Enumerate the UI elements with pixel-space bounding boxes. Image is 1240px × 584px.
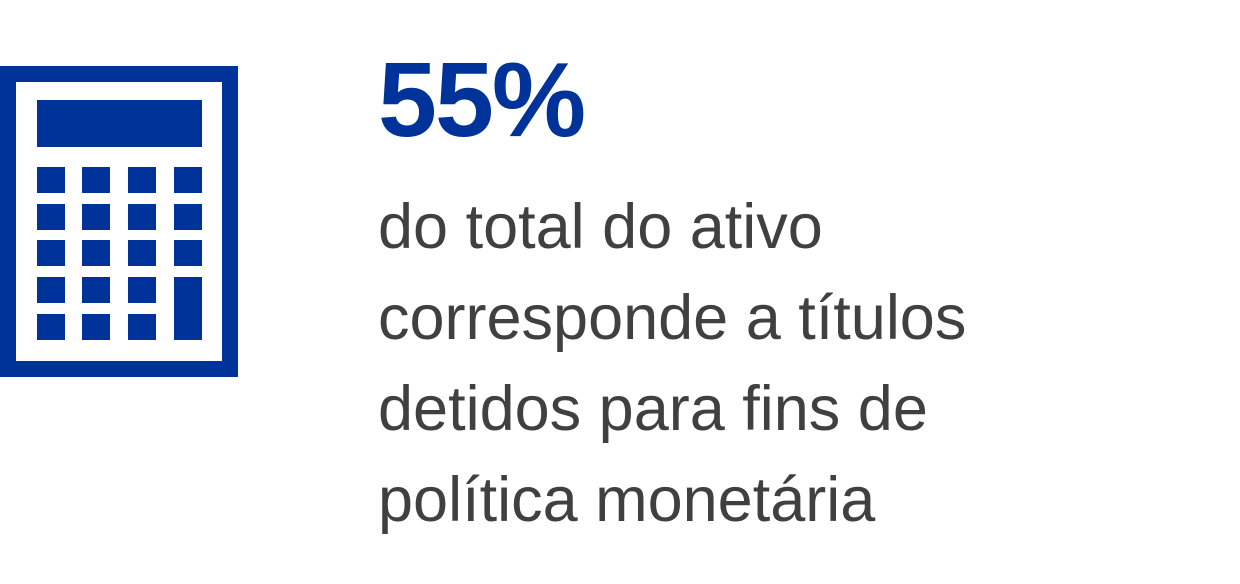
calculator-key	[37, 314, 65, 340]
calculator-key	[37, 277, 65, 303]
calculator-key	[82, 277, 110, 303]
calculator-body	[16, 82, 222, 361]
calculator-key	[37, 167, 65, 193]
headline-percentage: 55%	[378, 41, 586, 159]
calculator-key	[174, 240, 202, 266]
calculator-key	[128, 277, 156, 303]
calculator-icon	[0, 66, 238, 377]
calculator-key	[174, 204, 202, 230]
calculator-key	[174, 277, 202, 340]
calculator-key	[128, 314, 156, 340]
description-line: corresponde a títulos	[378, 283, 967, 353]
description-line: política monetária	[378, 465, 876, 535]
calculator-key	[82, 167, 110, 193]
description: do total do ativo corresponde a títulos …	[378, 182, 966, 546]
calculator-key	[82, 204, 110, 230]
description-line: detidos para fins de	[378, 374, 928, 444]
calculator-key	[128, 240, 156, 266]
calculator-key	[37, 240, 65, 266]
calculator-key	[128, 204, 156, 230]
calculator-key	[174, 167, 202, 193]
calculator-display	[37, 100, 202, 147]
description-line: do total do ativo	[378, 192, 823, 262]
calculator-key	[82, 240, 110, 266]
calculator-key	[82, 314, 110, 340]
calculator-key	[37, 204, 65, 230]
calculator-key	[128, 167, 156, 193]
